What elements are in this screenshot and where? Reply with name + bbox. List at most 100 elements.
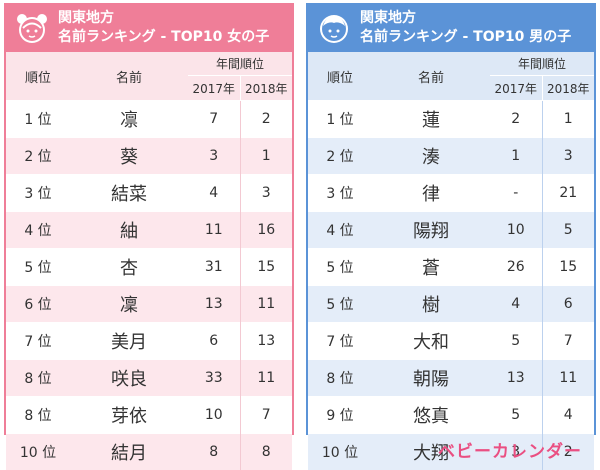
girls-ranking-panel: 関東地方 名前ランキング - TOP10 女の子 順位 名前 年間順位 2017… — [4, 3, 294, 470]
name-column-header: 名前 — [372, 52, 490, 101]
rank-2018-cell: 21 — [542, 174, 595, 212]
boys-region-label: 関東地方 — [360, 10, 416, 26]
rank-2018-cell: 8 — [240, 433, 293, 470]
rank-2017-cell: 13 — [490, 359, 543, 397]
table-row: 3 位律 -21 — [308, 174, 595, 212]
name-cell: 樹 — [372, 285, 490, 323]
rank-cell: 10 位 — [308, 433, 372, 470]
rank-2017-cell: 26 — [490, 248, 543, 286]
rank-cell: 5 位 — [6, 248, 70, 286]
name-cell: 湊 — [372, 137, 490, 175]
rank-2017-cell: 5 — [490, 396, 543, 434]
rank-2018-cell: 7 — [542, 322, 595, 360]
rank-cell: 7 位 — [6, 322, 70, 360]
rank-2018-cell: 15 — [542, 248, 595, 286]
name-cell: 杏 — [70, 248, 188, 286]
girls-panel-header: 関東地方 名前ランキング - TOP10 女の子 — [6, 5, 292, 52]
table-row: 7 位美月 6 13 — [6, 322, 293, 360]
yearly-rank-header: 年間順位 — [490, 52, 595, 76]
rank-cell: 7 位 — [308, 322, 372, 360]
rank-column-header: 順位 — [6, 52, 70, 101]
rank-2018-cell: 3 — [542, 137, 595, 175]
name-cell: 悠真 — [372, 396, 490, 434]
name-cell: 凛 — [70, 100, 188, 138]
rank-cell: 1 位 — [308, 100, 372, 138]
rank-column-header: 順位 — [308, 52, 372, 101]
rank-2017-cell: 4 — [188, 174, 241, 212]
name-column-header: 名前 — [70, 52, 188, 101]
rank-cell: 6 位 — [6, 285, 70, 323]
name-cell: 律 — [372, 174, 490, 212]
girls-ranking-title: 名前ランキング - TOP10 女の子 — [58, 29, 270, 45]
girl-face-icon — [17, 14, 47, 43]
rank-cell: 2 位 — [308, 137, 372, 175]
name-cell: 凜 — [70, 285, 188, 323]
name-cell: 美月 — [70, 322, 188, 360]
rank-cell: 3 位 — [308, 174, 372, 212]
table-row: 4 位陽翔 10 5 — [308, 211, 595, 249]
rank-2018-cell: 7 — [240, 396, 293, 434]
rank-2018-cell: 2 — [240, 100, 293, 138]
rank-cell: 4 位 — [308, 211, 372, 249]
rank-2017-cell: 11 — [188, 211, 241, 249]
table-row: 5 位杏 31 15 — [6, 248, 293, 286]
table-row: 9 位悠真 5 4 — [308, 396, 595, 434]
name-cell: 大翔 — [372, 433, 490, 470]
name-cell: 結菜 — [70, 174, 188, 212]
rank-2018-cell: 16 — [240, 211, 293, 249]
rank-2017-cell: 6 — [188, 322, 241, 360]
rank-cell: 8 位 — [6, 396, 70, 434]
boys-ranking-title: 名前ランキング - TOP10 男の子 — [360, 29, 572, 45]
name-cell: 大和 — [372, 322, 490, 360]
boys-ranking-panel: 関東地方 名前ランキング - TOP10 男の子 順位 名前 年間順位 2017… — [306, 3, 596, 470]
name-cell: 咲良 — [70, 359, 188, 397]
name-cell: 蓮 — [372, 100, 490, 138]
year-2018-header: 2018年 — [240, 75, 293, 101]
rank-2018-cell: 13 — [240, 322, 293, 360]
rank-2017-cell: 10 — [188, 396, 241, 434]
table-row: 5 位蒼 26 15 — [308, 248, 595, 286]
table-row: 7 位大和 5 7 — [308, 322, 595, 360]
rank-2017-cell: 7 — [188, 100, 241, 138]
rank-2017-cell: 4 — [490, 285, 543, 323]
name-cell: 紬 — [70, 211, 188, 249]
table-row: 3 位結菜 4 3 — [6, 174, 293, 212]
girls-region-label: 関東地方 — [58, 10, 114, 26]
rank-2018-cell: 11 — [240, 359, 293, 397]
yearly-rank-header: 年間順位 — [188, 52, 293, 76]
rank-cell: 8 位 — [6, 359, 70, 397]
name-cell: 芽依 — [70, 396, 188, 434]
table-row: 8 位咲良 33 11 — [6, 359, 293, 397]
rank-2017-cell: 3 — [490, 433, 543, 470]
rank-2017-cell: 31 — [188, 248, 241, 286]
table-row: 4 位紬 11 16 — [6, 211, 293, 249]
rank-cell: 10 位 — [6, 433, 70, 470]
rank-2018-cell: 15 — [240, 248, 293, 286]
rank-2018-cell: 2 — [542, 433, 595, 470]
name-cell: 蒼 — [372, 248, 490, 286]
rank-2018-cell: 6 — [542, 285, 595, 323]
table-row: 8 位芽依 10 7 — [6, 396, 293, 434]
rank-cell: 9 位 — [308, 396, 372, 434]
name-cell: 結月 — [70, 433, 188, 470]
rank-cell: 1 位 — [6, 100, 70, 138]
rank-2017-cell: 13 — [188, 285, 241, 323]
table-row: 10 位大翔 3 2 — [308, 433, 595, 470]
name-cell: 葵 — [70, 137, 188, 175]
rank-2018-cell: 5 — [542, 211, 595, 249]
rank-cell: 5 位 — [308, 285, 372, 323]
year-2018-header: 2018年 — [542, 75, 595, 101]
rank-2018-cell: 4 — [542, 396, 595, 434]
rank-2017-cell: 5 — [490, 322, 543, 360]
rank-2017-cell: 1 — [490, 137, 543, 175]
rank-2018-cell: 11 — [542, 359, 595, 397]
rank-2017-cell: 8 — [188, 433, 241, 470]
year-2017-header: 2017年 — [490, 75, 543, 101]
